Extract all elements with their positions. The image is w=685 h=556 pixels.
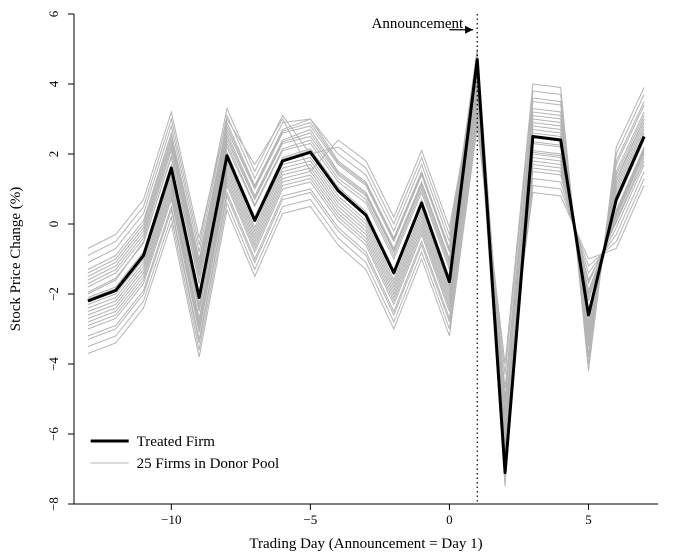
x-tick-label: −10 [161,512,181,527]
x-tick-label: 0 [446,512,453,527]
y-tick-label: 2 [46,151,61,158]
y-tick-label: −4 [46,357,61,371]
y-tick-label: −2 [46,287,61,301]
y-tick-label: 0 [46,221,61,228]
y-tick-label: −8 [46,497,61,511]
y-tick-label: 6 [46,10,61,17]
x-tick-label: 5 [585,512,592,527]
legend-label: Treated Firm [137,434,216,450]
x-tick-label: −5 [303,512,317,527]
stock-price-chart: −10 −5 0 5 −8 −6 −4 −2 0 2 4 6 Trading Day (Announce… [0,0,685,556]
y-tick-label: 4 [46,80,61,87]
x-axis-label: Trading Day (Announcement = Day 1) [249,536,482,552]
legend-label: 25 Firms in Donor Pool [137,456,280,472]
y-tick-label: −6 [46,427,61,441]
y-axis-label: Stock Price Change (%) [8,187,24,332]
